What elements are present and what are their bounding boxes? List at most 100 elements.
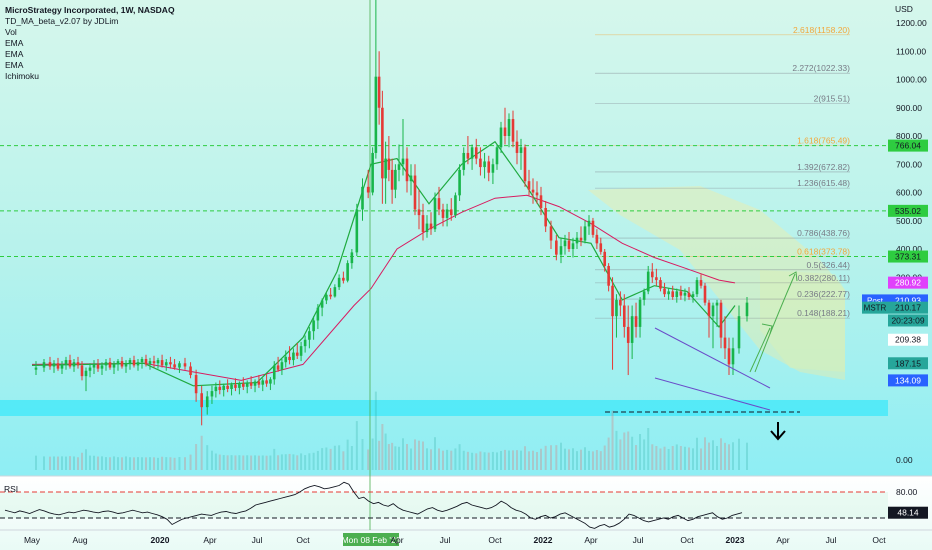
candle	[116, 359, 120, 371]
candle	[727, 337, 731, 376]
volume-bar	[655, 446, 658, 470]
volume-bars	[35, 391, 748, 470]
candle-body	[499, 127, 503, 148]
legend-indicator-td-ma[interactable]: TD_MA_beta_v2.07 by JDLim	[5, 16, 119, 26]
candle-body	[346, 263, 349, 281]
price-tick-label: 400.00	[896, 244, 922, 254]
volume-bar	[261, 455, 264, 470]
candle	[342, 271, 345, 284]
volume-bar	[371, 438, 374, 470]
candle	[128, 357, 132, 370]
candle-body	[397, 164, 401, 170]
volume-bar	[462, 450, 465, 470]
volume-bar	[591, 451, 594, 470]
candle-body	[238, 383, 241, 388]
volume-bar	[346, 439, 349, 470]
candle	[454, 192, 457, 218]
candle	[120, 356, 124, 369]
channel-upper-line	[654, 327, 771, 389]
time-tick-label: Oct	[872, 535, 886, 545]
candle-body	[280, 362, 284, 370]
volume-bar	[675, 444, 678, 470]
candle	[80, 361, 84, 381]
candle-body	[474, 147, 478, 159]
candle	[527, 169, 531, 196]
price-tag: 187.15	[888, 357, 928, 370]
price-tag-bg	[888, 276, 928, 289]
legend-title[interactable]: MicroStrategy Incorporated, 1W, NASDAQ	[5, 5, 175, 15]
candle-body	[136, 362, 140, 366]
volume-bar	[214, 453, 217, 470]
fib-level-label: 0.148(188.21)	[797, 308, 850, 318]
candle-body	[539, 195, 543, 209]
candle-body	[100, 365, 104, 369]
candle-body	[230, 384, 233, 389]
volume-bar	[576, 451, 578, 470]
volume-bar	[454, 448, 457, 470]
candle	[425, 215, 429, 238]
rsi-tick-label: 80.00	[896, 487, 918, 497]
price-tag-text: 20:23:09	[891, 315, 924, 325]
candle-body	[361, 186, 364, 210]
candle-body	[409, 175, 413, 182]
candle-body	[727, 348, 731, 365]
candle	[699, 274, 703, 289]
candle-body	[72, 362, 76, 367]
volume-bar	[446, 449, 449, 470]
candle	[218, 380, 222, 395]
candle-body	[120, 361, 124, 367]
candle	[160, 354, 164, 368]
volume-bar	[639, 434, 642, 470]
price-axis: USD 1200.00 1100.00 1000.00 900.00 800.00 700.…	[862, 4, 928, 465]
volume-bar	[631, 436, 634, 470]
legend-indicator-ichimoku[interactable]: Ichimoku	[5, 71, 40, 81]
legend-indicator-vol[interactable]: Vol	[5, 27, 17, 37]
candle-body	[487, 161, 491, 173]
candle-body	[587, 220, 591, 227]
candle-body	[148, 361, 152, 365]
volume-bar	[700, 448, 702, 470]
time-tick-label: Aug	[72, 535, 87, 545]
legend-indicator-ema-1[interactable]: EMA	[5, 38, 24, 48]
volume-bar	[516, 450, 518, 470]
candle	[374, 0, 378, 159]
time-tick-label: 2020	[151, 535, 170, 545]
candle	[675, 288, 679, 303]
candle-body	[241, 383, 245, 387]
candle	[462, 147, 466, 176]
legend-indicator-ema-2[interactable]: EMA	[5, 49, 24, 59]
candle	[108, 357, 112, 370]
price-tick-label: 500.00	[896, 216, 922, 226]
volume-bar	[500, 450, 502, 470]
volume-bar	[716, 446, 718, 470]
candle	[515, 130, 519, 165]
candle-body	[210, 391, 214, 397]
candle-body	[571, 243, 575, 249]
candle-body	[276, 365, 280, 370]
candle-body	[355, 209, 359, 253]
time-tick-label: 2022	[534, 535, 553, 545]
candle	[745, 297, 749, 322]
time-tick-label: Apr	[776, 535, 789, 545]
ema-fast-line	[31, 140, 736, 387]
price-tag: 210.17 MSTR	[862, 301, 928, 314]
volume-bar	[746, 442, 748, 470]
indicator-legend: MicroStrategy Incorporated, 1W, NASDAQ T…	[5, 5, 175, 82]
candle	[312, 316, 315, 340]
price-tag: 209.38	[888, 333, 928, 346]
price-tick-label: 600.00	[896, 188, 922, 198]
candle-body	[634, 316, 638, 327]
candle-body	[675, 291, 679, 298]
volume-bar	[659, 448, 662, 470]
candle-body	[371, 152, 374, 193]
volume-bar	[226, 455, 229, 470]
candle	[413, 164, 417, 216]
candle	[679, 285, 683, 300]
volume-bar	[550, 445, 552, 470]
candle-body	[245, 382, 249, 387]
candle-body	[128, 360, 132, 364]
fibonacci-levels: 2.618(1158.20) 2.272(1022.33) 2(915.51) 1.6…	[595, 25, 850, 319]
volume-bar	[430, 449, 432, 470]
price-tag-text: 187.15	[895, 358, 921, 368]
legend-indicator-ema-3[interactable]: EMA	[5, 60, 24, 70]
